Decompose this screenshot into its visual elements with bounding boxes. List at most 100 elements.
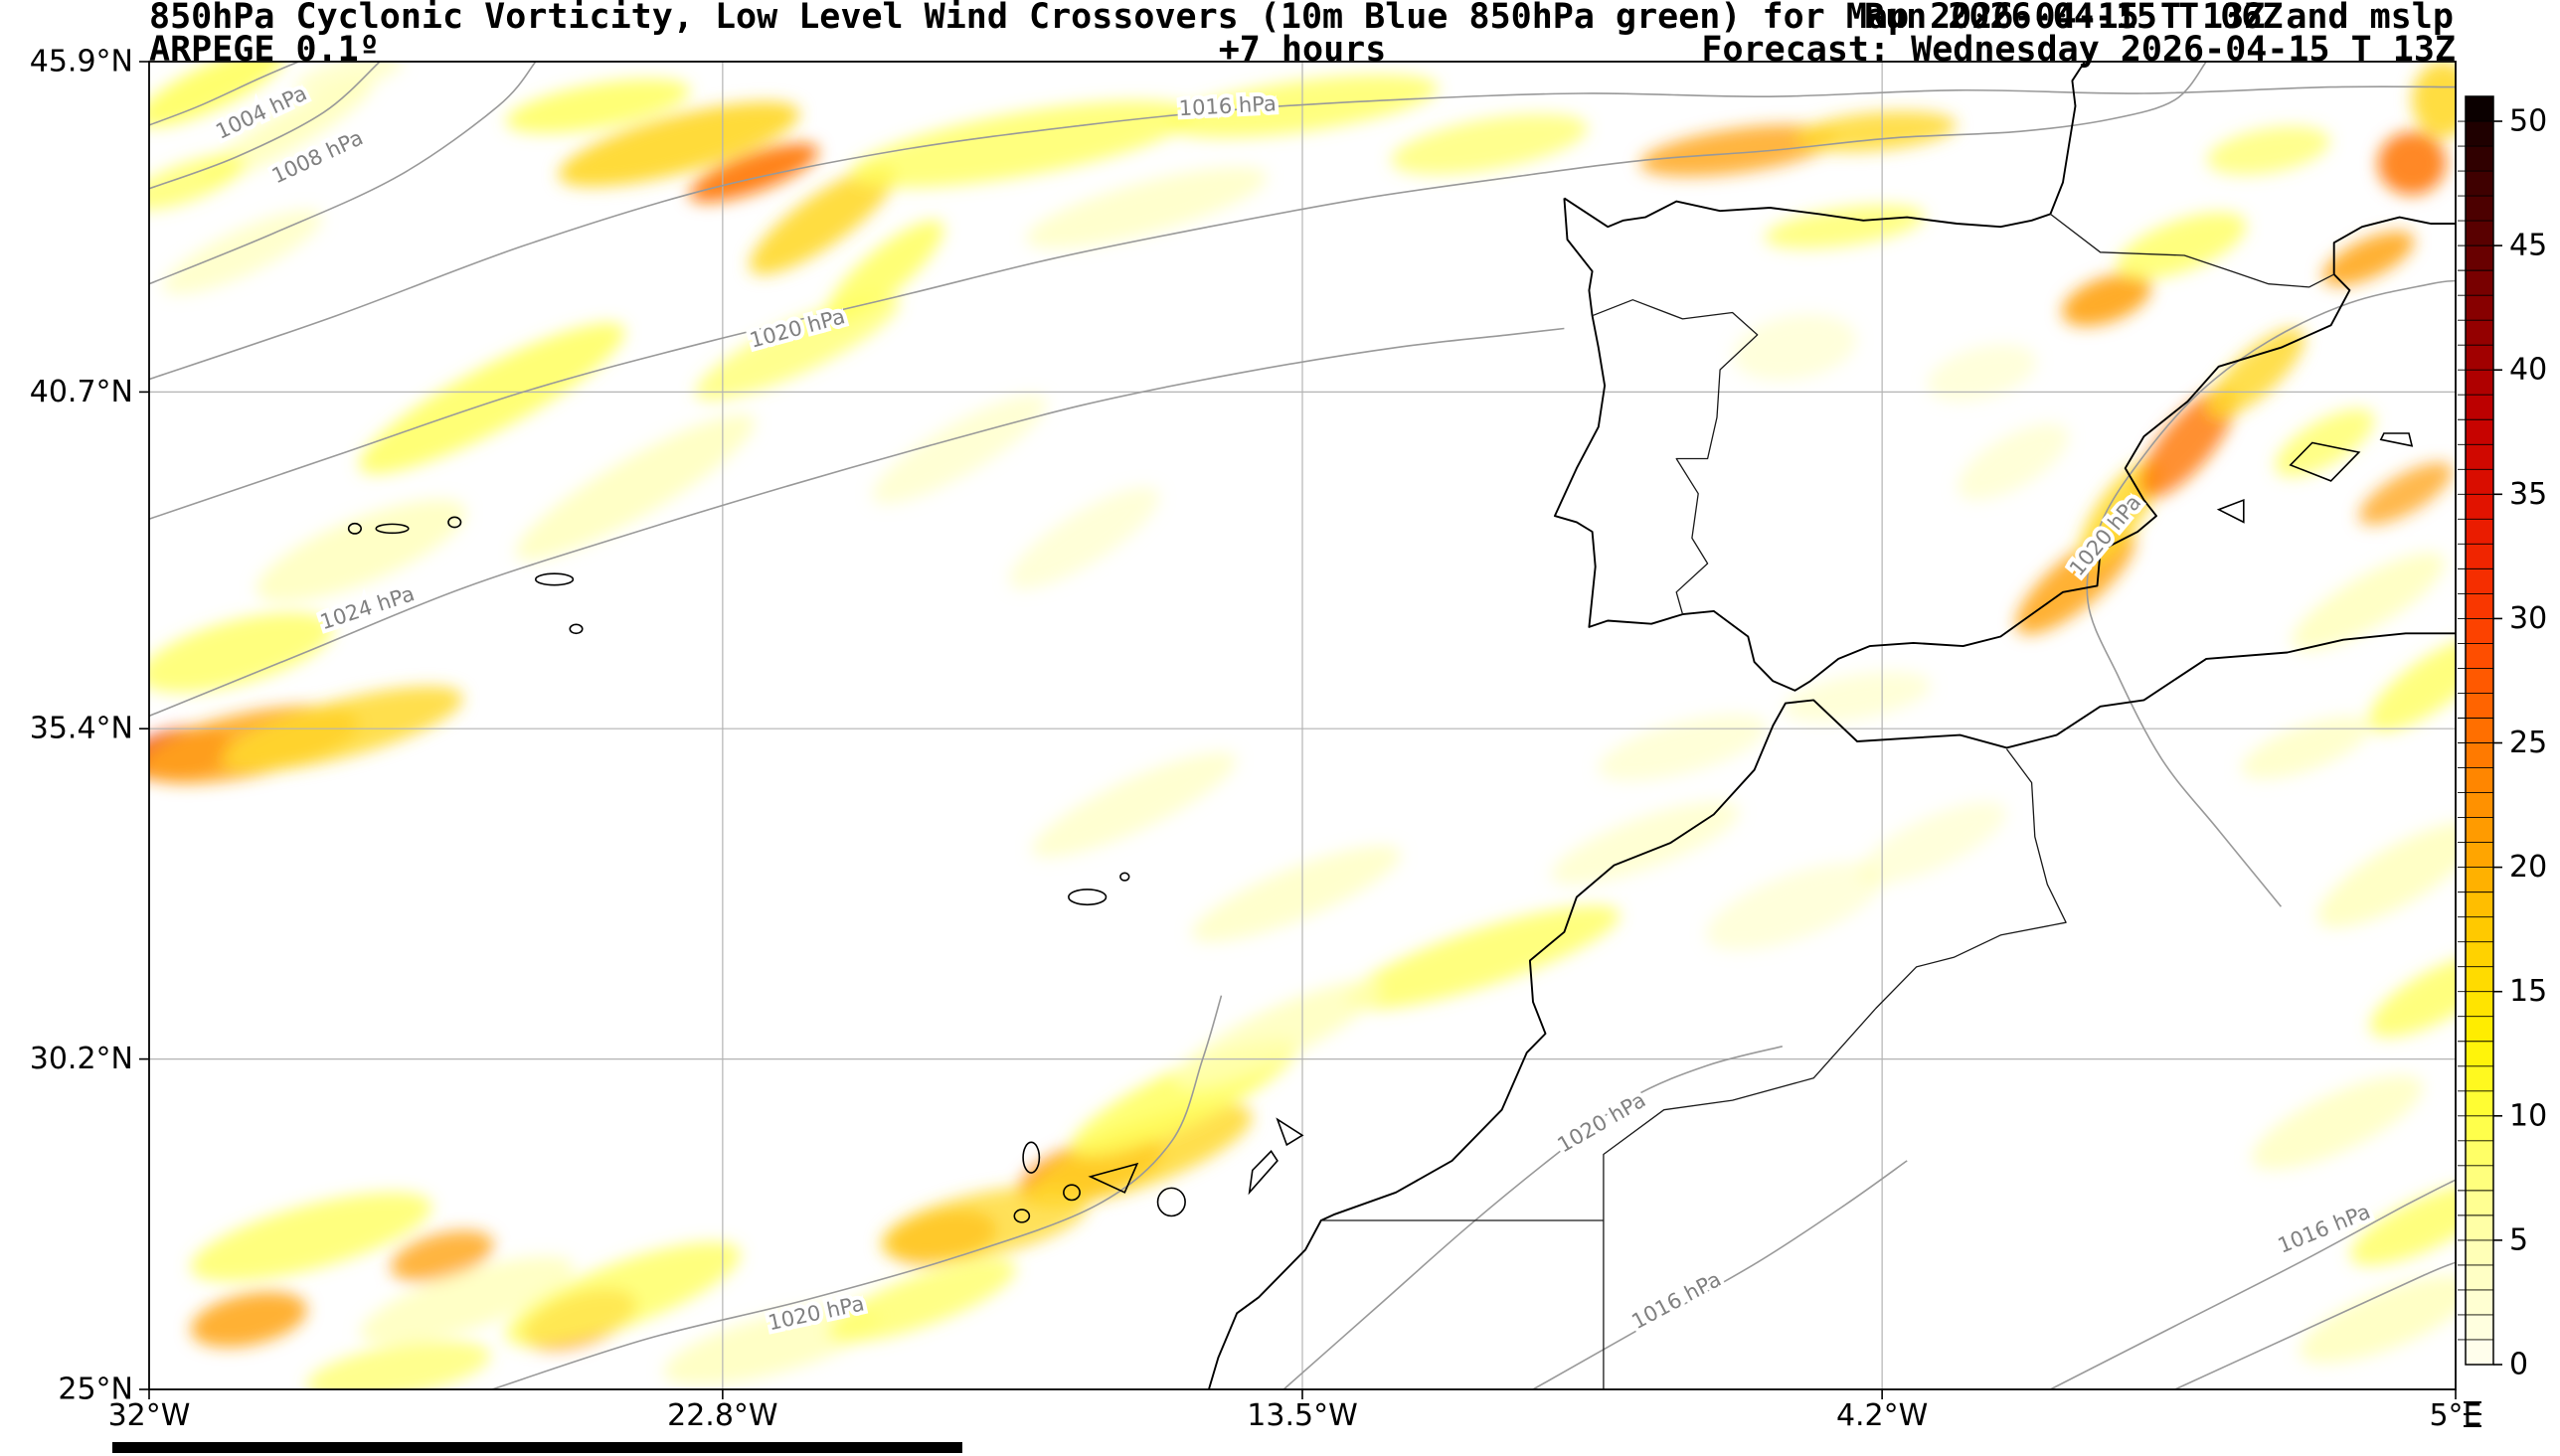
island-outline	[1022, 1141, 1041, 1174]
country-border	[1603, 748, 2067, 1220]
mslp-contours	[149, 62, 2456, 1389]
bottom-progress-bar	[112, 1442, 962, 1453]
vorticity-blob	[1346, 905, 1621, 1010]
vorticity-blob	[2116, 212, 2247, 280]
vorticity-blob	[190, 1291, 307, 1348]
island-outline	[2379, 432, 2414, 447]
vorticity-blob	[515, 413, 756, 561]
colorbar-segment	[2466, 916, 2493, 943]
colorbar-segment	[2466, 1214, 2493, 1241]
mslp-contour-line	[149, 62, 381, 190]
colorbar-segment	[2466, 668, 2493, 694]
coastlines	[347, 62, 2456, 1389]
colorbar-tick-label: 5	[2509, 1222, 2528, 1257]
axes: 32°W 22.8°W 13.5°W 4.2°W 5°E 45.9°N 40.7°N 35.4…	[30, 45, 2482, 1434]
mslp-contour-label: 1016 hPa	[1178, 91, 1277, 120]
mslp-contour-line	[1282, 1046, 1783, 1389]
colorbar-segment	[2466, 171, 2493, 197]
colorbar-segment	[2466, 1289, 2493, 1316]
mslp-contour-line	[2174, 1261, 2456, 1389]
x-tick-label: 13.5°W	[1247, 1398, 1357, 1433]
vorticity-blob	[1927, 344, 2037, 402]
mslp-contour-line	[149, 62, 2207, 520]
vorticity-blob	[2062, 273, 2151, 327]
colorbar-tick-label: 35	[2509, 477, 2547, 512]
colorbar-segment	[2466, 395, 2493, 420]
graticule	[149, 62, 2456, 1389]
colorbar-segment	[2466, 320, 2493, 346]
vorticity-blob	[1733, 314, 1857, 381]
colorbar-segment	[2466, 96, 2493, 122]
vorticity-blob	[359, 322, 625, 474]
vorticity-blob	[2207, 328, 2305, 418]
island-outline	[1063, 1184, 1081, 1202]
mslp-contour-label: 1016 hPa	[1627, 1267, 1725, 1334]
colorbar-segment	[2466, 1165, 2493, 1192]
island-outline	[1276, 1117, 1304, 1147]
y-tick-label: 30.2°N	[30, 1042, 133, 1076]
vorticity-blob	[827, 1258, 1017, 1343]
coastline	[2332, 216, 2456, 275]
colorbar-tick-label: 20	[2509, 850, 2547, 885]
vorticity-blob	[199, 79, 374, 185]
vorticity-blob	[149, 154, 246, 211]
mslp-contour-line	[2050, 1179, 2456, 1389]
vorticity-blob	[2275, 408, 2375, 477]
colorbar-segment	[2466, 295, 2493, 321]
vorticity-blob	[190, 1192, 432, 1282]
colorbar-segment	[2466, 1314, 2493, 1341]
island-outline	[2289, 441, 2361, 482]
colorbar-segment	[2466, 1140, 2493, 1167]
colorbar-segment	[2466, 345, 2493, 371]
colorbar-segment	[2466, 817, 2493, 844]
mslp-contour-line	[1532, 1160, 1908, 1389]
colorbar-segment	[2466, 991, 2493, 1018]
island-outline	[1088, 1162, 1139, 1194]
colorbar-segment	[2466, 469, 2493, 495]
island-outline	[1156, 1187, 1186, 1217]
colorbar-segment	[2466, 1264, 2493, 1291]
colorbar-segment	[2466, 1016, 2493, 1043]
colorbar-segment	[2466, 618, 2493, 644]
run-info-overlay: Run 2026-04-15 T 06Z	[1864, 0, 2284, 37]
vorticity-blob	[2367, 636, 2456, 732]
colorbar-segment	[2466, 270, 2493, 296]
mslp-contour-line	[491, 995, 1223, 1389]
colorbar-segment	[2466, 444, 2493, 470]
vorticity-blob	[825, 220, 944, 323]
y-tick-label: 45.9°N	[30, 45, 133, 80]
colorbar-segment	[2466, 966, 2493, 993]
x-tick-label: 5°E	[2429, 1398, 2481, 1433]
colorbar-tick-label: 0	[2509, 1348, 2528, 1382]
vorticity-blob	[1551, 801, 1740, 886]
vorticity-blob	[2377, 131, 2447, 196]
lead-time-label: +7 hours	[1218, 30, 1387, 70]
mslp-contour-line	[2086, 279, 2456, 907]
mslp-contour-line	[149, 85, 2456, 381]
island-outline	[447, 516, 462, 529]
y-tick-label: 40.7°N	[30, 375, 133, 409]
vorticity-blob	[162, 210, 323, 295]
vorticity-blob	[1639, 124, 1838, 177]
colorbar-segment	[2466, 1339, 2493, 1366]
colorbar-segment	[2466, 245, 2493, 271]
vorticity-blob	[2322, 231, 2415, 286]
colorbar-segment	[2466, 146, 2493, 172]
vorticity-blob	[2412, 62, 2456, 138]
vorticity-blob	[2251, 1074, 2423, 1171]
vorticity-blob	[880, 1186, 1089, 1263]
colorbar-segment	[2466, 1041, 2493, 1067]
vorticity-blob	[1191, 845, 1401, 942]
vorticity-blob	[2369, 953, 2456, 1038]
colorbar-segment	[2466, 121, 2493, 147]
vorticity-blob	[1857, 801, 2006, 885]
colorbar-segment	[2466, 792, 2493, 819]
colorbar-segment	[2466, 867, 2493, 893]
vorticity-blob	[695, 294, 900, 401]
vorticity-blob	[749, 166, 896, 275]
colorbar-segment	[2466, 891, 2493, 918]
colorbar-tick-label: 10	[2509, 1098, 2547, 1133]
x-tick-label: 22.8°W	[667, 1398, 777, 1433]
vorticity-blob	[505, 79, 691, 134]
